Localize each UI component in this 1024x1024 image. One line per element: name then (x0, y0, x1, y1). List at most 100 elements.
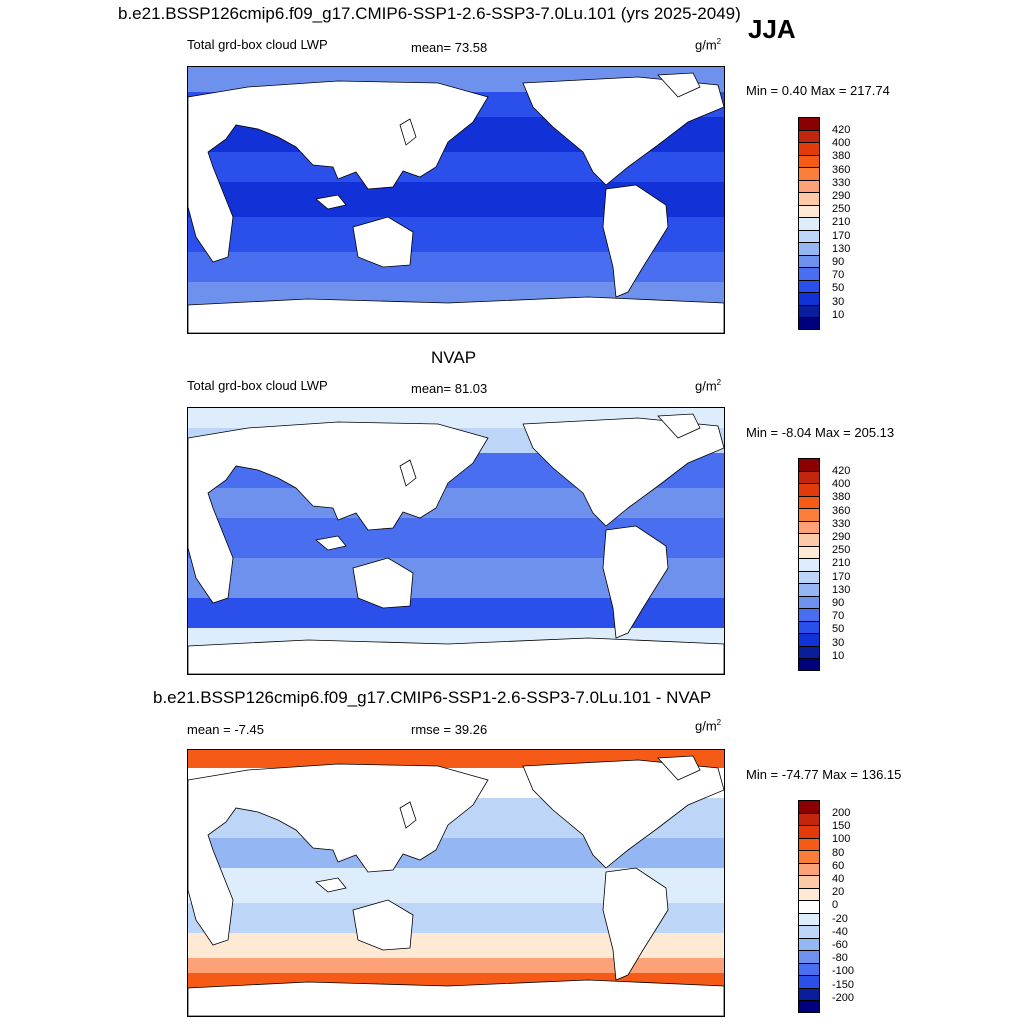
colorbar-tick-label: 150 (832, 820, 851, 833)
colorbar-swatch (798, 633, 820, 646)
land-outline (399, 459, 417, 487)
colorbar-tick-label: 100 (832, 833, 851, 846)
colorbar-tick-label: 80 (832, 846, 845, 859)
colorbar-tick-label: 380 (832, 150, 851, 163)
land-outline (352, 557, 414, 609)
colorbar-tick-label: 170 (832, 570, 851, 583)
land-outline (315, 194, 347, 210)
panel2-left-label: Total grd-box cloud LWP (187, 378, 328, 393)
colorbar-swatch (798, 317, 820, 330)
panel2-map-svg (188, 408, 724, 674)
colorbar-swatch (798, 129, 820, 142)
colorbar-swatch (798, 658, 820, 671)
colorbar-swatch (798, 645, 820, 658)
land-outline (657, 72, 701, 98)
panel3-units: g/m2 (695, 718, 722, 734)
colorbar-swatch (798, 887, 820, 900)
panel1-colorbar (798, 117, 820, 330)
panel3-map (187, 749, 725, 1017)
colorbar-tick-label: -20 (832, 912, 848, 925)
colorbar-swatch (798, 458, 820, 471)
colorbar-tick-label: 330 (832, 517, 851, 530)
colorbar-swatch (798, 950, 820, 963)
colorbar-swatch (798, 533, 820, 546)
land-outline (188, 296, 724, 333)
colorbar-tick-label: 420 (832, 465, 851, 477)
panel2-colorbar (798, 458, 820, 671)
land-outline (522, 759, 724, 869)
colorbar-swatch (798, 620, 820, 633)
colorbar-tick-label: 90 (832, 256, 845, 269)
panel3-map-svg (188, 750, 724, 1016)
land-outline (602, 867, 669, 981)
colorbar-tick-label: -200 (832, 991, 855, 1004)
data-band (188, 958, 724, 973)
colorbar-swatch (798, 987, 820, 1000)
colorbar-tick-label: 0 (832, 899, 839, 912)
panel1-minmax: Min = 0.40 Max = 217.74 (746, 83, 890, 98)
colorbar-tick-label: 50 (832, 282, 845, 295)
colorbar-tick-label: 290 (832, 531, 851, 544)
colorbar-swatch (798, 558, 820, 571)
panel2-mean-label: mean= 81.03 (411, 381, 488, 396)
panel3-title: b.e21.BSSP126cmip6.f09_g17.CMIP6-SSP1-2.… (153, 688, 712, 707)
colorbar-tick-label: -100 (832, 965, 855, 978)
colorbar-swatch (798, 483, 820, 496)
colorbar-swatch (798, 800, 820, 813)
land-outline (602, 525, 669, 639)
colorbar-swatch (798, 912, 820, 925)
colorbar-swatch (798, 142, 820, 155)
colorbar-tick-label: -40 (832, 925, 848, 938)
colorbar-swatch (798, 570, 820, 583)
colorbar-tick-label: 360 (832, 163, 851, 176)
panel3-rmse-label: rmse = 39.26 (411, 722, 488, 737)
colorbar-swatch (798, 875, 820, 888)
colorbar-tick-label: 200 (832, 807, 851, 819)
land-outline (188, 763, 489, 946)
colorbar-swatch (798, 583, 820, 596)
land-outline (315, 877, 347, 893)
colorbar-swatch (798, 279, 820, 292)
colorbar-swatch (798, 204, 820, 217)
colorbar-tick-label: 130 (832, 242, 851, 255)
colorbar-swatch (798, 495, 820, 508)
colorbar-swatch (798, 812, 820, 825)
land-outline (602, 184, 669, 298)
colorbar-swatch (798, 167, 820, 180)
colorbar-tick-label: 20 (832, 886, 845, 899)
colorbar-swatch (798, 837, 820, 850)
colorbar-tick-label: 400 (832, 478, 851, 491)
panel1-left-label: Total grd-box cloud LWP (187, 37, 328, 52)
colorbar-tick-label: -150 (832, 978, 855, 991)
panel2-minmax: Min = -8.04 Max = 205.13 (746, 425, 895, 440)
colorbar-tick-label: 70 (832, 610, 845, 623)
colorbar-tick-label: 70 (832, 269, 845, 282)
colorbar-swatch (798, 900, 820, 913)
colorbar-tick-label: 330 (832, 176, 851, 189)
colorbar-tick-label: -80 (832, 952, 848, 965)
land-outline (315, 535, 347, 551)
land-outline (188, 979, 724, 1016)
panel3-colorbar (798, 800, 820, 1013)
colorbar-tick-label: 30 (832, 636, 845, 649)
panel1-mean-label: mean= 73.58 (411, 40, 488, 55)
colorbar-tick-label: 30 (832, 295, 845, 308)
colorbar-swatch (798, 850, 820, 863)
colorbar-swatch (798, 862, 820, 875)
colorbar-swatch (798, 304, 820, 317)
land-outline (188, 637, 724, 674)
season-label: JJA (748, 14, 796, 44)
colorbar-tick-label: -60 (832, 939, 848, 952)
colorbar-tick-label: 360 (832, 504, 851, 517)
colorbar-swatch (798, 508, 820, 521)
data-band (188, 152, 724, 182)
panel1-units: g/m2 (695, 37, 722, 53)
land-outline (522, 76, 724, 186)
colorbar-tick-label: 60 (832, 859, 845, 872)
colorbar-swatch (798, 242, 820, 255)
colorbar-swatch (798, 925, 820, 938)
colorbar-swatch (798, 520, 820, 533)
land-outline (352, 899, 414, 951)
colorbar-tick-label: 10 (832, 649, 845, 662)
panel2-map (187, 407, 725, 675)
